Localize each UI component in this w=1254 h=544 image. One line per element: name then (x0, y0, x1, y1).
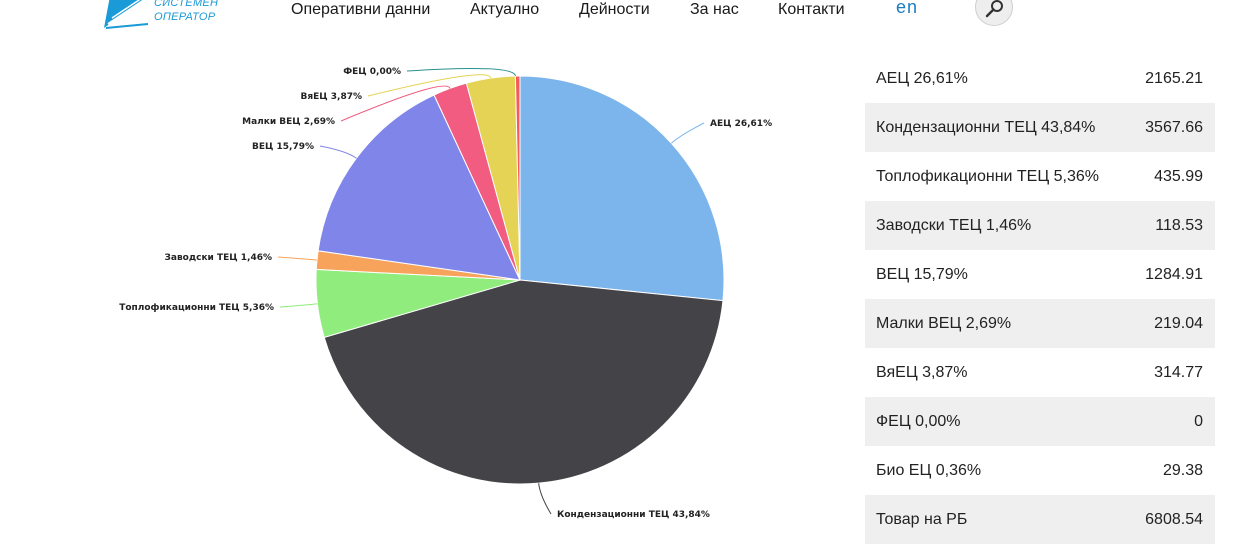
slice-label: Кондензационни ТЕЦ 43,84% (557, 510, 710, 520)
slice-label: АЕЦ 26,61% (710, 119, 772, 129)
slice-connector (538, 483, 552, 515)
slice-connector (277, 256, 318, 261)
pie-chart: АЕЦ 26,61% Кондензационни ТЕЦ 43,84% Топло… (119, 67, 772, 520)
nav-activities[interactable]: Дейности (579, 1, 650, 18)
slice-connector (279, 303, 318, 308)
row-name: Малки ВЕЦ 2,69% (876, 314, 1012, 332)
nav-about[interactable]: За нас (690, 1, 739, 18)
row-name: Био ЕЦ 0,36% (876, 461, 982, 479)
slice-connector (340, 85, 451, 122)
table-row: ВяЕЦ 3,87% 314.77 (865, 348, 1215, 397)
row-value: 1284.91 (1145, 265, 1203, 283)
total-name: Товар на РБ (876, 510, 968, 528)
row-value: 3567.66 (1145, 118, 1203, 136)
table-row: ВЕЦ 15,79% 1284.91 (865, 250, 1215, 299)
row-value: 118.53 (1155, 216, 1203, 234)
nav-contacts[interactable]: Контакти (778, 1, 845, 18)
row-name: Кондензационни ТЕЦ 43,84% (876, 118, 1096, 136)
generation-table: АЕЦ 26,61% 2165.21 Кондензационни ТЕЦ 43,8… (865, 54, 1215, 544)
total-row: Товар на РБ 6808.54 (865, 495, 1215, 544)
logo-line2: ОПЕРАТОР (154, 11, 216, 23)
slice-connector (367, 74, 492, 97)
slice-connector (406, 67, 516, 77)
total-value: 6808.54 (1145, 510, 1203, 528)
pie-slice[interactable] (323, 279, 724, 485)
logo-text: СИСТЕМЕН ОПЕРАТОР (154, 0, 218, 24)
slice-label: ВяЕЦ 3,87% (301, 92, 363, 102)
row-value: 29.38 (1162, 461, 1203, 479)
row-value: 0 (1194, 412, 1203, 430)
slice-connector (319, 145, 357, 159)
row-name: Топлофикационни ТЕЦ 5,36% (876, 167, 1099, 185)
table-row: Кондензационни ТЕЦ 43,84% 3567.66 (865, 103, 1215, 152)
table-row: ФЕЦ 0,00% 0 (865, 397, 1215, 446)
table-row: АЕЦ 26,61% 2165.21 (865, 54, 1215, 103)
table-row: Био ЕЦ 0,36% 29.38 (865, 446, 1215, 495)
search-button[interactable] (975, 0, 1013, 26)
row-name: ФЕЦ 0,00% (876, 412, 961, 430)
row-name: ВяЕЦ 3,87% (876, 363, 968, 381)
table-row: Топлофикационни ТЕЦ 5,36% 435.99 (865, 152, 1215, 201)
table-row: Малки ВЕЦ 2,69% 219.04 (865, 299, 1215, 348)
language-switch[interactable]: en (896, 0, 919, 17)
table-row: Заводски ТЕЦ 1,46% 118.53 (865, 201, 1215, 250)
pie-slice[interactable] (519, 75, 725, 302)
slice-label: Заводски ТЕЦ 1,46% (165, 253, 273, 263)
slice-connector (671, 122, 705, 144)
nav-current[interactable]: Актуално (470, 1, 540, 18)
slice-label: Малки ВЕЦ 2,69% (242, 117, 335, 127)
nav-operational-data[interactable]: Оперативни данни (291, 1, 431, 18)
row-name: ВЕЦ 15,79% (876, 265, 968, 283)
row-name: АЕЦ 26,61% (876, 69, 968, 87)
row-value: 435.99 (1154, 167, 1203, 185)
slice-label: Топлофикационни ТЕЦ 5,36% (119, 303, 274, 313)
pie-slice[interactable] (317, 94, 521, 281)
search-icon (985, 0, 1003, 18)
logo-icon (104, 0, 148, 29)
logo[interactable]: СИСТЕМЕН ОПЕРАТОР (104, 0, 244, 30)
slice-label: ФЕЦ 0,00% (343, 67, 401, 77)
row-value: 314.77 (1154, 363, 1203, 381)
row-value: 219.04 (1154, 314, 1203, 332)
slice-label: ВЕЦ 15,79% (252, 142, 314, 152)
row-name: Заводски ТЕЦ 1,46% (876, 216, 1032, 234)
logo-line1: СИСТЕМЕН (154, 0, 219, 9)
row-value: 2165.21 (1145, 69, 1203, 87)
